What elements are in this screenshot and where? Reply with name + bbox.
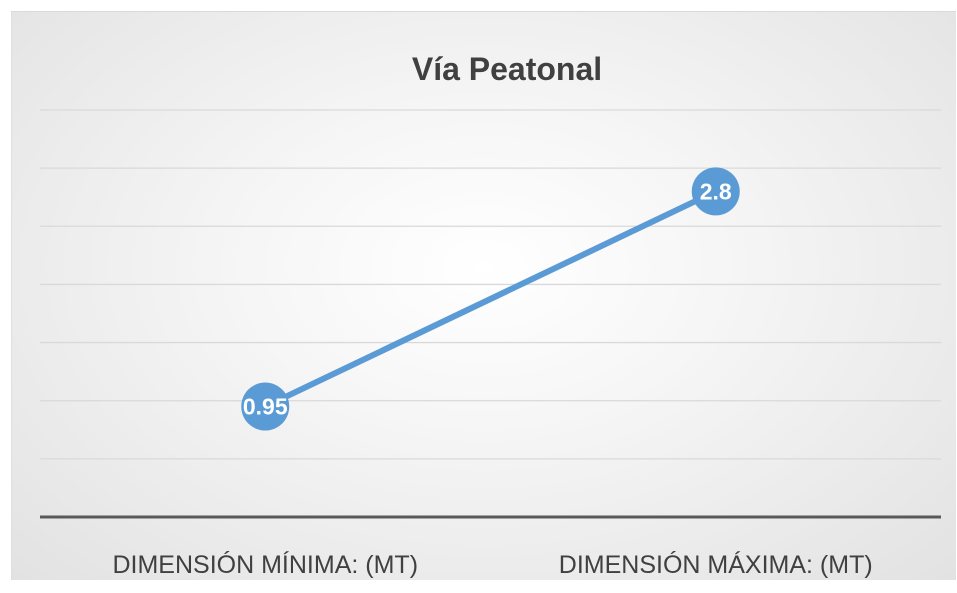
series-line-path <box>262 188 719 410</box>
x-tick-labels: DIMENSIÓN MÍNIMA: (MT) DIMENSIÓN MÁXIMA: … <box>112 550 872 579</box>
data-point-marker <box>241 382 290 431</box>
x-tick-label: DIMENSIÓN MÍNIMA: (MT) <box>112 550 418 579</box>
line-chart: Vía Peatonal DIMENSIÓN MÍNIMA: (MT) DIMEN… <box>40 51 941 579</box>
series-line: 0.95 2.8 <box>241 167 740 431</box>
x-tick-label: DIMENSIÓN MÁXIMA: (MT) <box>559 550 873 579</box>
data-point-marker <box>691 167 740 216</box>
data-label: 0.95 <box>243 394 288 420</box>
data-label: 2.8 <box>700 178 732 204</box>
chart-area: Vía Peatonal DIMENSIÓN MÍNIMA: (MT) DIMEN… <box>11 11 956 580</box>
gridlines <box>40 109 941 460</box>
chart-title: Vía Peatonal <box>412 51 602 87</box>
